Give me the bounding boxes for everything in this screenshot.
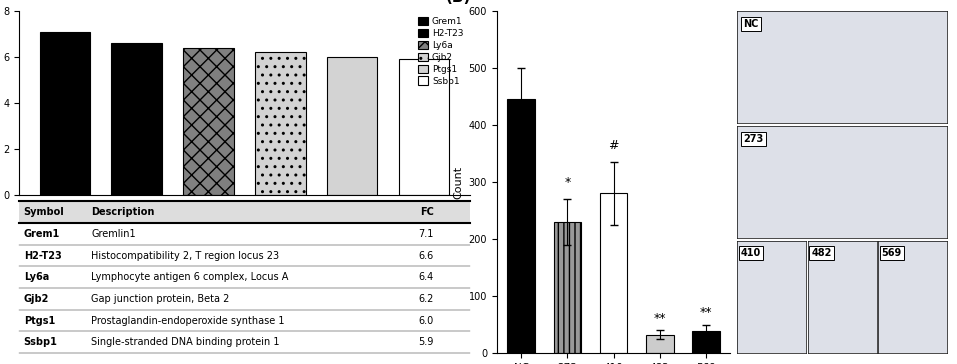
Text: 6.4: 6.4 (418, 272, 434, 282)
Text: 5.9: 5.9 (418, 337, 434, 347)
Text: #: # (609, 139, 619, 152)
Text: 6.6: 6.6 (418, 250, 434, 261)
Text: Ly6a: Ly6a (24, 272, 49, 282)
Legend: Grem1, H2-T23, Ly6a, Gjb2, Ptgs1, Ssbp1: Grem1, H2-T23, Ly6a, Gjb2, Ptgs1, Ssbp1 (415, 15, 465, 87)
Bar (327, 57, 377, 195)
Bar (507, 99, 535, 353)
Y-axis label: Count: Count (453, 165, 463, 199)
Bar (39, 32, 90, 195)
Text: Grem1: Grem1 (24, 229, 60, 239)
Text: Symbol: Symbol (24, 207, 64, 217)
Text: 7.1: 7.1 (418, 229, 434, 239)
Text: H2-T23: H2-T23 (24, 250, 61, 261)
Text: *: * (565, 176, 570, 189)
Text: 6.2: 6.2 (418, 294, 434, 304)
Text: Ssbp1: Ssbp1 (24, 337, 57, 347)
Bar (184, 48, 234, 195)
Bar (112, 43, 162, 195)
Text: 273: 273 (744, 134, 764, 144)
Text: Gjb2: Gjb2 (24, 294, 49, 304)
Text: Single-stranded DNA binding protein 1: Single-stranded DNA binding protein 1 (91, 337, 279, 347)
Text: 410: 410 (741, 248, 761, 258)
Text: Prostaglandin-endoperoxide synthase 1: Prostaglandin-endoperoxide synthase 1 (91, 316, 285, 325)
Text: Ptgs1: Ptgs1 (24, 316, 55, 325)
Text: (B): (B) (445, 0, 471, 5)
Bar (19, 201, 470, 223)
Bar (256, 52, 305, 195)
Bar (399, 59, 449, 195)
Text: **: ** (654, 312, 666, 325)
Text: 482: 482 (812, 248, 832, 258)
Text: Gap junction protein, Beta 2: Gap junction protein, Beta 2 (91, 294, 230, 304)
Text: FC: FC (420, 207, 434, 217)
Bar (646, 335, 674, 353)
Bar (600, 193, 628, 353)
Text: **: ** (700, 306, 712, 319)
Text: NC: NC (744, 19, 759, 29)
Bar (692, 331, 720, 353)
Text: Description: Description (91, 207, 155, 217)
Text: Lymphocyte antigen 6 complex, Locus A: Lymphocyte antigen 6 complex, Locus A (91, 272, 289, 282)
Text: 6.0: 6.0 (418, 316, 434, 325)
Text: 569: 569 (881, 248, 901, 258)
Bar (553, 222, 581, 353)
Text: Histocompatibility 2, T region locus 23: Histocompatibility 2, T region locus 23 (91, 250, 279, 261)
Text: Gremlin1: Gremlin1 (91, 229, 136, 239)
